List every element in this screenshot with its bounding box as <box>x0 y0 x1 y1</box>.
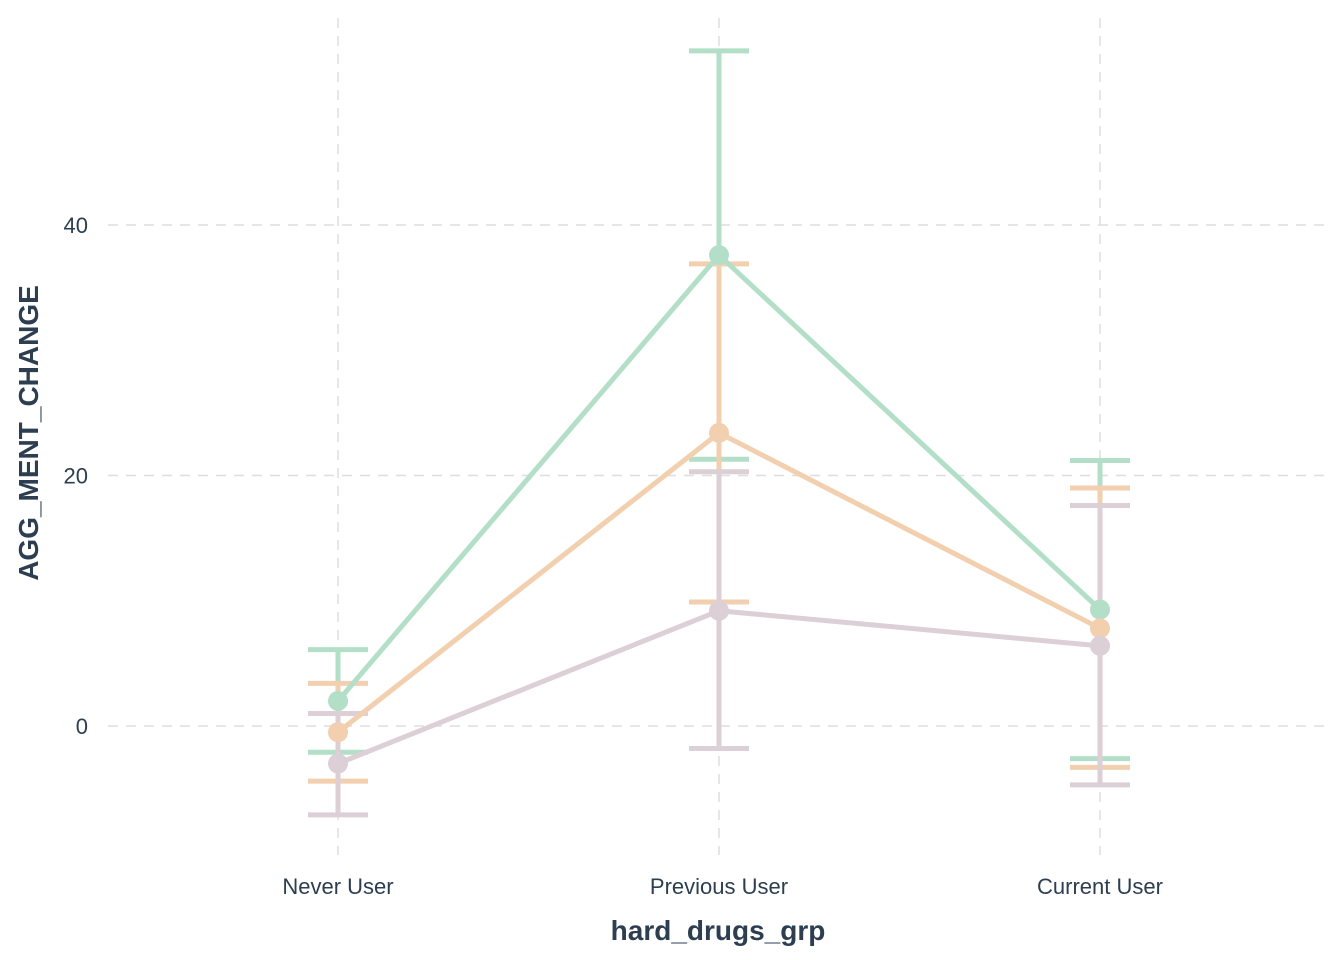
y-tick-label: 20 <box>64 464 88 489</box>
data-point <box>328 753 348 774</box>
data-point <box>328 690 348 711</box>
data-point <box>709 422 729 443</box>
data-point <box>1090 635 1110 656</box>
x-tick-label: Current User <box>1037 874 1163 899</box>
series-layer <box>308 48 1130 818</box>
data-point <box>328 722 348 743</box>
series-points-3 <box>328 600 1110 774</box>
y-axis-title: AGG_MENT_CHANGE <box>13 285 44 581</box>
series-points-1 <box>328 245 1110 711</box>
data-point <box>709 245 729 266</box>
y-tick-label: 0 <box>76 714 88 739</box>
data-point <box>709 600 729 621</box>
ticks: 0 20 40 Never User Previous User Current User <box>64 213 1163 899</box>
x-axis-title: hard_drugs_grp <box>611 915 826 946</box>
data-point <box>1090 599 1110 620</box>
data-point <box>1090 618 1110 639</box>
y-tick-label: 40 <box>64 213 88 238</box>
x-tick-label: Previous User <box>650 874 788 899</box>
x-tick-label: Never User <box>282 874 393 899</box>
series-points-2 <box>328 422 1110 743</box>
